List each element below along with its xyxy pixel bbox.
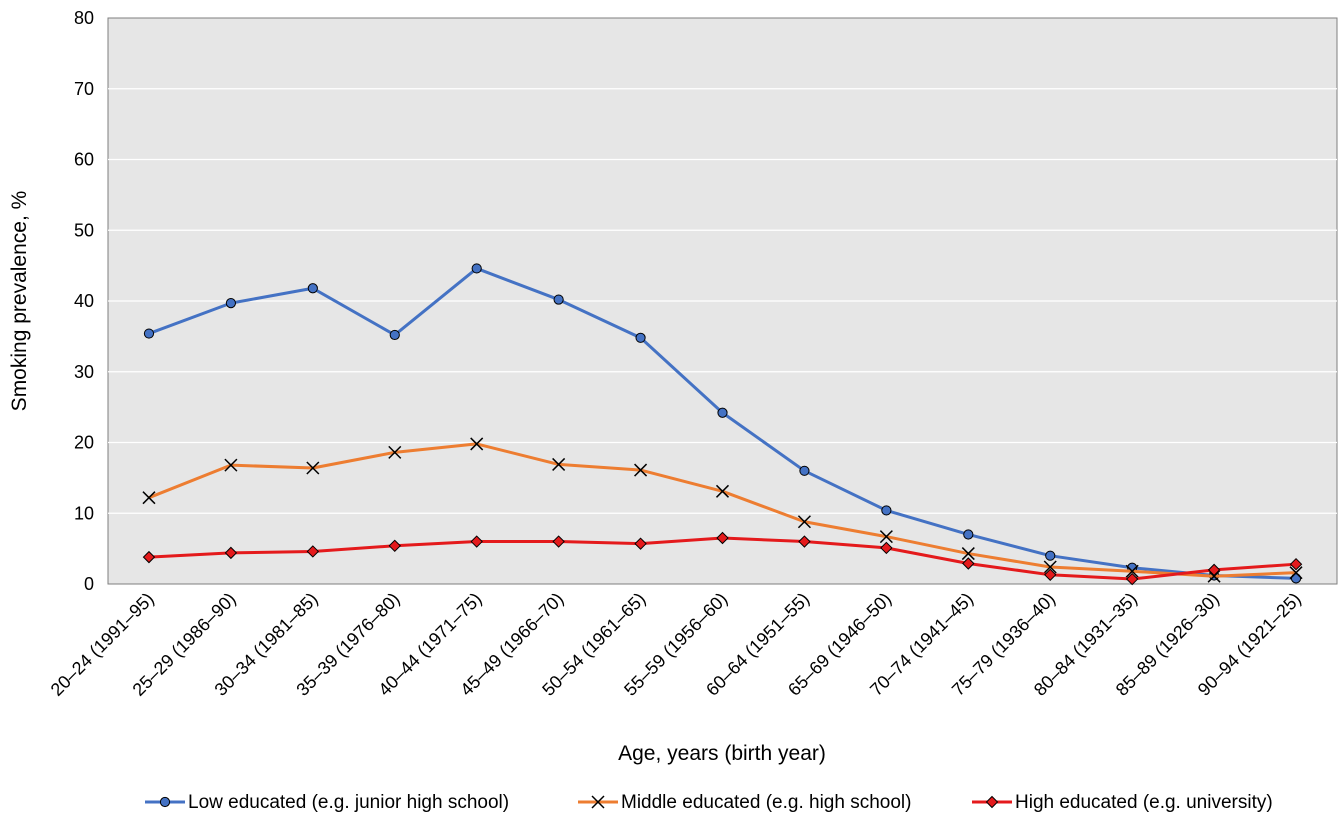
y-tick-label: 20 (74, 433, 94, 453)
data-point (1207, 569, 1221, 583)
data-point (880, 541, 893, 555)
data-point (962, 557, 975, 570)
data-point (307, 283, 318, 294)
data-point (799, 465, 810, 476)
data-point (961, 547, 975, 561)
data-point (471, 263, 482, 274)
legend-label: Middle educated (e.g. high school) (621, 792, 911, 813)
y-tick-label: 80 (74, 8, 94, 28)
y-tick-label: 10 (74, 503, 94, 523)
legend: Low educated (e.g. junior high school) Mi… (145, 792, 1273, 813)
series-group (142, 263, 1303, 586)
data-point (879, 530, 893, 544)
data-point (634, 463, 648, 477)
data-point (963, 529, 974, 540)
data-point (1289, 557, 1303, 571)
data-point (388, 445, 402, 459)
data-point (142, 491, 156, 505)
data-point (634, 537, 647, 550)
legend-item: Middle educated (e.g. high school) (578, 792, 911, 813)
data-point (1207, 563, 1221, 577)
data-point (797, 515, 811, 529)
data-point (717, 407, 728, 418)
y-tick-label: 70 (74, 79, 94, 99)
data-point (552, 457, 566, 471)
data-point (881, 505, 892, 516)
legend-marker (985, 795, 999, 809)
legend-marker (591, 795, 605, 809)
data-point (470, 437, 484, 451)
data-point (143, 328, 155, 339)
legend-marker (159, 796, 171, 808)
y-axis-title: Smoking prevalence, % (8, 191, 31, 412)
y-tick-label: 0 (84, 574, 94, 594)
series (142, 531, 1303, 586)
data-point (716, 531, 729, 545)
y-tick-label: 60 (74, 150, 94, 170)
legend-label: High educated (e.g. university) (1015, 792, 1273, 813)
data-point (715, 484, 730, 498)
legend-item: Low educated (e.g. junior high school) (145, 792, 509, 813)
data-point (224, 546, 238, 560)
data-point (1125, 564, 1139, 578)
data-point (1125, 572, 1139, 586)
legend-item: High educated (e.g. university) (972, 792, 1273, 813)
data-point (225, 298, 236, 309)
data-point (1044, 568, 1057, 582)
data-point (1045, 550, 1056, 561)
y-tick-label: 50 (74, 220, 94, 240)
data-point (1289, 566, 1303, 580)
series (142, 437, 1303, 583)
data-point (470, 535, 483, 548)
data-point (142, 550, 156, 564)
gridlines (108, 88, 1337, 514)
legend-label: Low educated (e.g. junior high school) (188, 792, 509, 813)
data-point (553, 294, 564, 305)
data-point (635, 332, 646, 343)
y-tick-label: 30 (74, 362, 94, 382)
y-tick-label: 40 (74, 291, 94, 311)
x-axis-ticks: 20–24 (1991–95)25–29 (1986–90)30–34 (198… (47, 589, 1305, 700)
data-point (552, 535, 565, 548)
data-point (224, 458, 238, 472)
data-point (1043, 560, 1057, 574)
y-axis-ticks: 0 10 20 30 40 50 60 70 80 (74, 8, 94, 594)
data-point (306, 545, 320, 558)
data-point (798, 535, 811, 548)
data-point (388, 539, 401, 553)
data-point (306, 461, 320, 475)
data-point (389, 329, 400, 341)
x-axis-title: Age, years (birth year) (618, 742, 826, 765)
